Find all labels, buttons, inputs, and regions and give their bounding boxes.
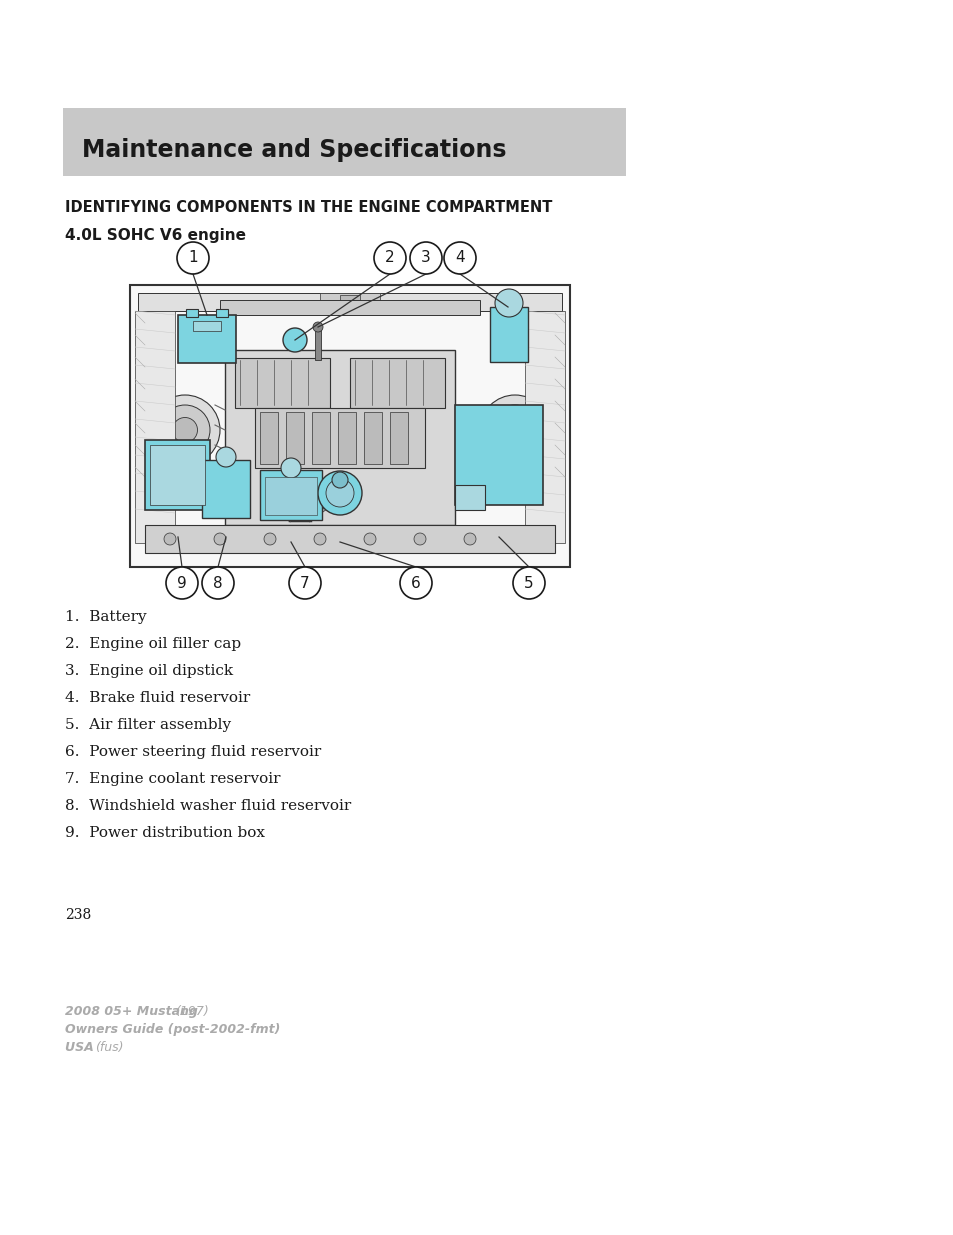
Bar: [286, 412, 304, 464]
Bar: [215, 309, 228, 317]
Text: 4.0L SOHC V6 engine: 4.0L SOHC V6 engine: [65, 228, 246, 243]
Text: 9.  Power distribution box: 9. Power distribution box: [65, 826, 265, 840]
Bar: [202, 459, 250, 517]
Text: 9: 9: [177, 576, 187, 590]
Text: 8: 8: [213, 576, 223, 590]
Circle shape: [317, 471, 361, 515]
Circle shape: [215, 447, 235, 467]
Bar: [150, 445, 205, 505]
Text: 2: 2: [385, 251, 395, 266]
Text: 7: 7: [300, 576, 310, 590]
Text: 4.  Brake fluid reservoir: 4. Brake fluid reservoir: [65, 692, 250, 705]
Bar: [339, 295, 359, 303]
Text: 6: 6: [411, 576, 420, 590]
Circle shape: [314, 534, 326, 545]
Bar: [350, 358, 444, 408]
Text: USA: USA: [65, 1041, 98, 1053]
Text: 2008 05+ Mustang: 2008 05+ Mustang: [65, 1005, 202, 1018]
Bar: [490, 308, 527, 362]
Bar: [364, 412, 381, 464]
Text: 5: 5: [523, 576, 534, 590]
Circle shape: [326, 479, 354, 508]
Circle shape: [364, 534, 375, 545]
Circle shape: [513, 567, 544, 599]
Text: 238: 238: [65, 908, 91, 923]
Circle shape: [177, 242, 209, 274]
Text: Maintenance and Specifications: Maintenance and Specifications: [82, 138, 506, 162]
Text: 3.  Engine oil dipstick: 3. Engine oil dipstick: [65, 664, 233, 678]
Ellipse shape: [172, 417, 197, 442]
Circle shape: [313, 322, 323, 332]
Bar: [265, 477, 316, 515]
Circle shape: [410, 242, 441, 274]
Text: 4: 4: [455, 251, 464, 266]
Bar: [314, 330, 320, 359]
Text: 1: 1: [188, 251, 197, 266]
Bar: [145, 525, 555, 553]
Bar: [254, 408, 424, 468]
Circle shape: [164, 534, 175, 545]
Text: (197): (197): [174, 1005, 209, 1018]
Circle shape: [443, 242, 476, 274]
Circle shape: [283, 329, 307, 352]
Bar: [135, 311, 174, 543]
Bar: [193, 321, 221, 331]
Circle shape: [281, 458, 301, 478]
Circle shape: [374, 242, 406, 274]
Text: 3: 3: [420, 251, 431, 266]
Bar: [455, 405, 542, 505]
Circle shape: [399, 567, 432, 599]
Ellipse shape: [479, 395, 550, 466]
Bar: [130, 285, 569, 567]
Circle shape: [495, 289, 522, 317]
Bar: [524, 311, 564, 543]
Circle shape: [463, 534, 476, 545]
Circle shape: [289, 567, 320, 599]
Ellipse shape: [502, 417, 527, 442]
Circle shape: [213, 534, 226, 545]
Bar: [63, 107, 625, 177]
Bar: [319, 293, 379, 305]
Bar: [145, 440, 210, 510]
Text: 5.  Air filter assembly: 5. Air filter assembly: [65, 718, 231, 732]
Bar: [337, 412, 355, 464]
Circle shape: [202, 567, 233, 599]
Bar: [186, 309, 198, 317]
Circle shape: [332, 472, 348, 488]
Circle shape: [264, 534, 275, 545]
Text: 6.  Power steering fluid reservoir: 6. Power steering fluid reservoir: [65, 745, 321, 760]
Text: (fus): (fus): [95, 1041, 123, 1053]
Ellipse shape: [150, 395, 220, 466]
Bar: [312, 412, 330, 464]
Ellipse shape: [160, 405, 210, 454]
Circle shape: [414, 534, 426, 545]
Bar: [390, 412, 408, 464]
Ellipse shape: [490, 405, 539, 454]
Text: 2.  Engine oil filler cap: 2. Engine oil filler cap: [65, 637, 241, 651]
Circle shape: [166, 567, 198, 599]
Bar: [455, 485, 484, 510]
Bar: [260, 412, 277, 464]
Bar: [138, 293, 561, 311]
Bar: [234, 358, 330, 408]
Text: Owners Guide (post-2002-fmt): Owners Guide (post-2002-fmt): [65, 1023, 280, 1036]
Bar: [220, 300, 479, 315]
Text: 1.  Battery: 1. Battery: [65, 610, 147, 624]
Text: 8.  Windshield washer fluid reservoir: 8. Windshield washer fluid reservoir: [65, 799, 351, 813]
Text: 7.  Engine coolant reservoir: 7. Engine coolant reservoir: [65, 772, 280, 785]
Text: IDENTIFYING COMPONENTS IN THE ENGINE COMPARTMENT: IDENTIFYING COMPONENTS IN THE ENGINE COM…: [65, 200, 552, 215]
Bar: [260, 471, 322, 520]
Bar: [225, 350, 455, 525]
Bar: [178, 315, 235, 363]
